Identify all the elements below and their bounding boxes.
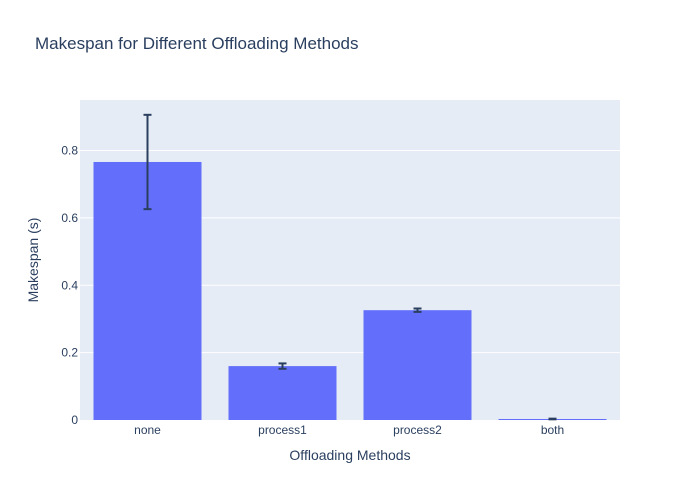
y-tick-label: 0.2: [61, 346, 78, 360]
y-axis-label: Makespan (s): [25, 218, 41, 303]
error-bar-both: [548, 417, 557, 421]
error-bar-process1: [278, 362, 287, 370]
x-tick-label: both: [541, 423, 564, 437]
y-tick-label: 0.6: [61, 211, 78, 225]
bar-process1: [228, 366, 337, 420]
error-bars: [143, 113, 557, 421]
y-tick-label: 0.8: [61, 144, 78, 158]
bar-process2: [363, 310, 472, 420]
y-tick-labels: 0 0.2 0.4 0.6 0.8: [61, 144, 78, 427]
x-tick-label: process2: [393, 423, 442, 437]
y-tick-label: 0.4: [61, 278, 78, 292]
x-tick-label: none: [134, 423, 161, 437]
error-bar-none: [143, 113, 152, 211]
x-axis-label: Offloading Methods: [289, 447, 410, 463]
chart-title: Makespan for Different Offloading Method…: [35, 34, 359, 53]
error-bar-process2: [413, 307, 422, 313]
x-tick-labels: none process1 process2 both: [134, 423, 564, 437]
x-tick-label: process1: [258, 423, 307, 437]
y-tick-label: 0: [71, 413, 78, 427]
